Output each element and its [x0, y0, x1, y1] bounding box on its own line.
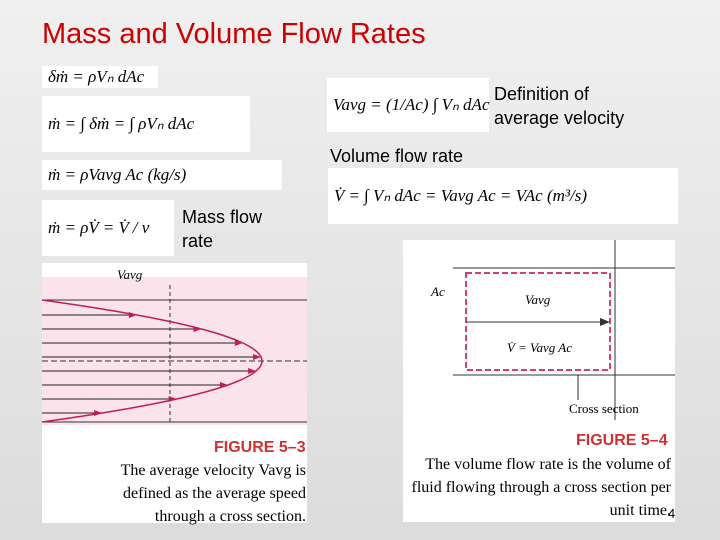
equation: ṁ = ρV̇ = V̇ / v — [42, 200, 174, 256]
profile — [128, 312, 137, 318]
slide-title: Mass and Volume Flow Rates — [42, 18, 426, 50]
label: Definition of average velocity — [494, 84, 625, 128]
equation: ṁ = ρVavg Ac (kg/s) — [42, 160, 282, 190]
profile — [168, 396, 177, 402]
figure-5-3: Vavg FIGURE 5–3 The average velocity Vav… — [41, 263, 307, 525]
figure-drawing: Vavg — [41, 267, 307, 425]
figure-5-4: Ac Vavg V̇ = Vavg Ac Cross section FIGUR… — [403, 240, 675, 522]
section-label: Cross section — [569, 401, 639, 416]
symbol: Vavg — [117, 267, 143, 282]
figure-drawing: Ac Vavg V̇ = Vavg Ac Cross section — [430, 240, 675, 420]
profile — [41, 299, 263, 423]
equation: V̇ = ∫ Vₙ dAc = Vavg Ac = VAc (m³/s) — [328, 168, 678, 224]
profile — [253, 354, 262, 360]
flow-label: V̇ = Vavg Ac — [507, 340, 572, 355]
caption-title: FIGURE 5–3 — [214, 439, 306, 456]
equation: δṁ = ρVₙ dAc — [42, 66, 158, 88]
equation: Vavg = (1/Ac) ∫ Vₙ dAc — [327, 78, 490, 132]
profile — [94, 410, 103, 416]
caption: The average velocity Vavg is defined as … — [120, 462, 306, 525]
profile — [248, 368, 257, 374]
caption: The volume flow rate is the volume of fl… — [411, 456, 672, 519]
profile — [219, 382, 228, 388]
page-number: 4 — [668, 506, 676, 521]
profile — [234, 340, 243, 346]
equation: ṁ = ∫ δṁ = ∫ ρVₙ dAc — [42, 96, 250, 152]
symbol: Vavg — [525, 292, 551, 307]
caption-title: FIGURE 5–4 — [576, 432, 668, 449]
area-label: Ac — [430, 284, 445, 299]
label: Volume flow rate — [330, 146, 464, 166]
label: Mass flow rate — [182, 207, 263, 251]
profile — [193, 326, 202, 332]
